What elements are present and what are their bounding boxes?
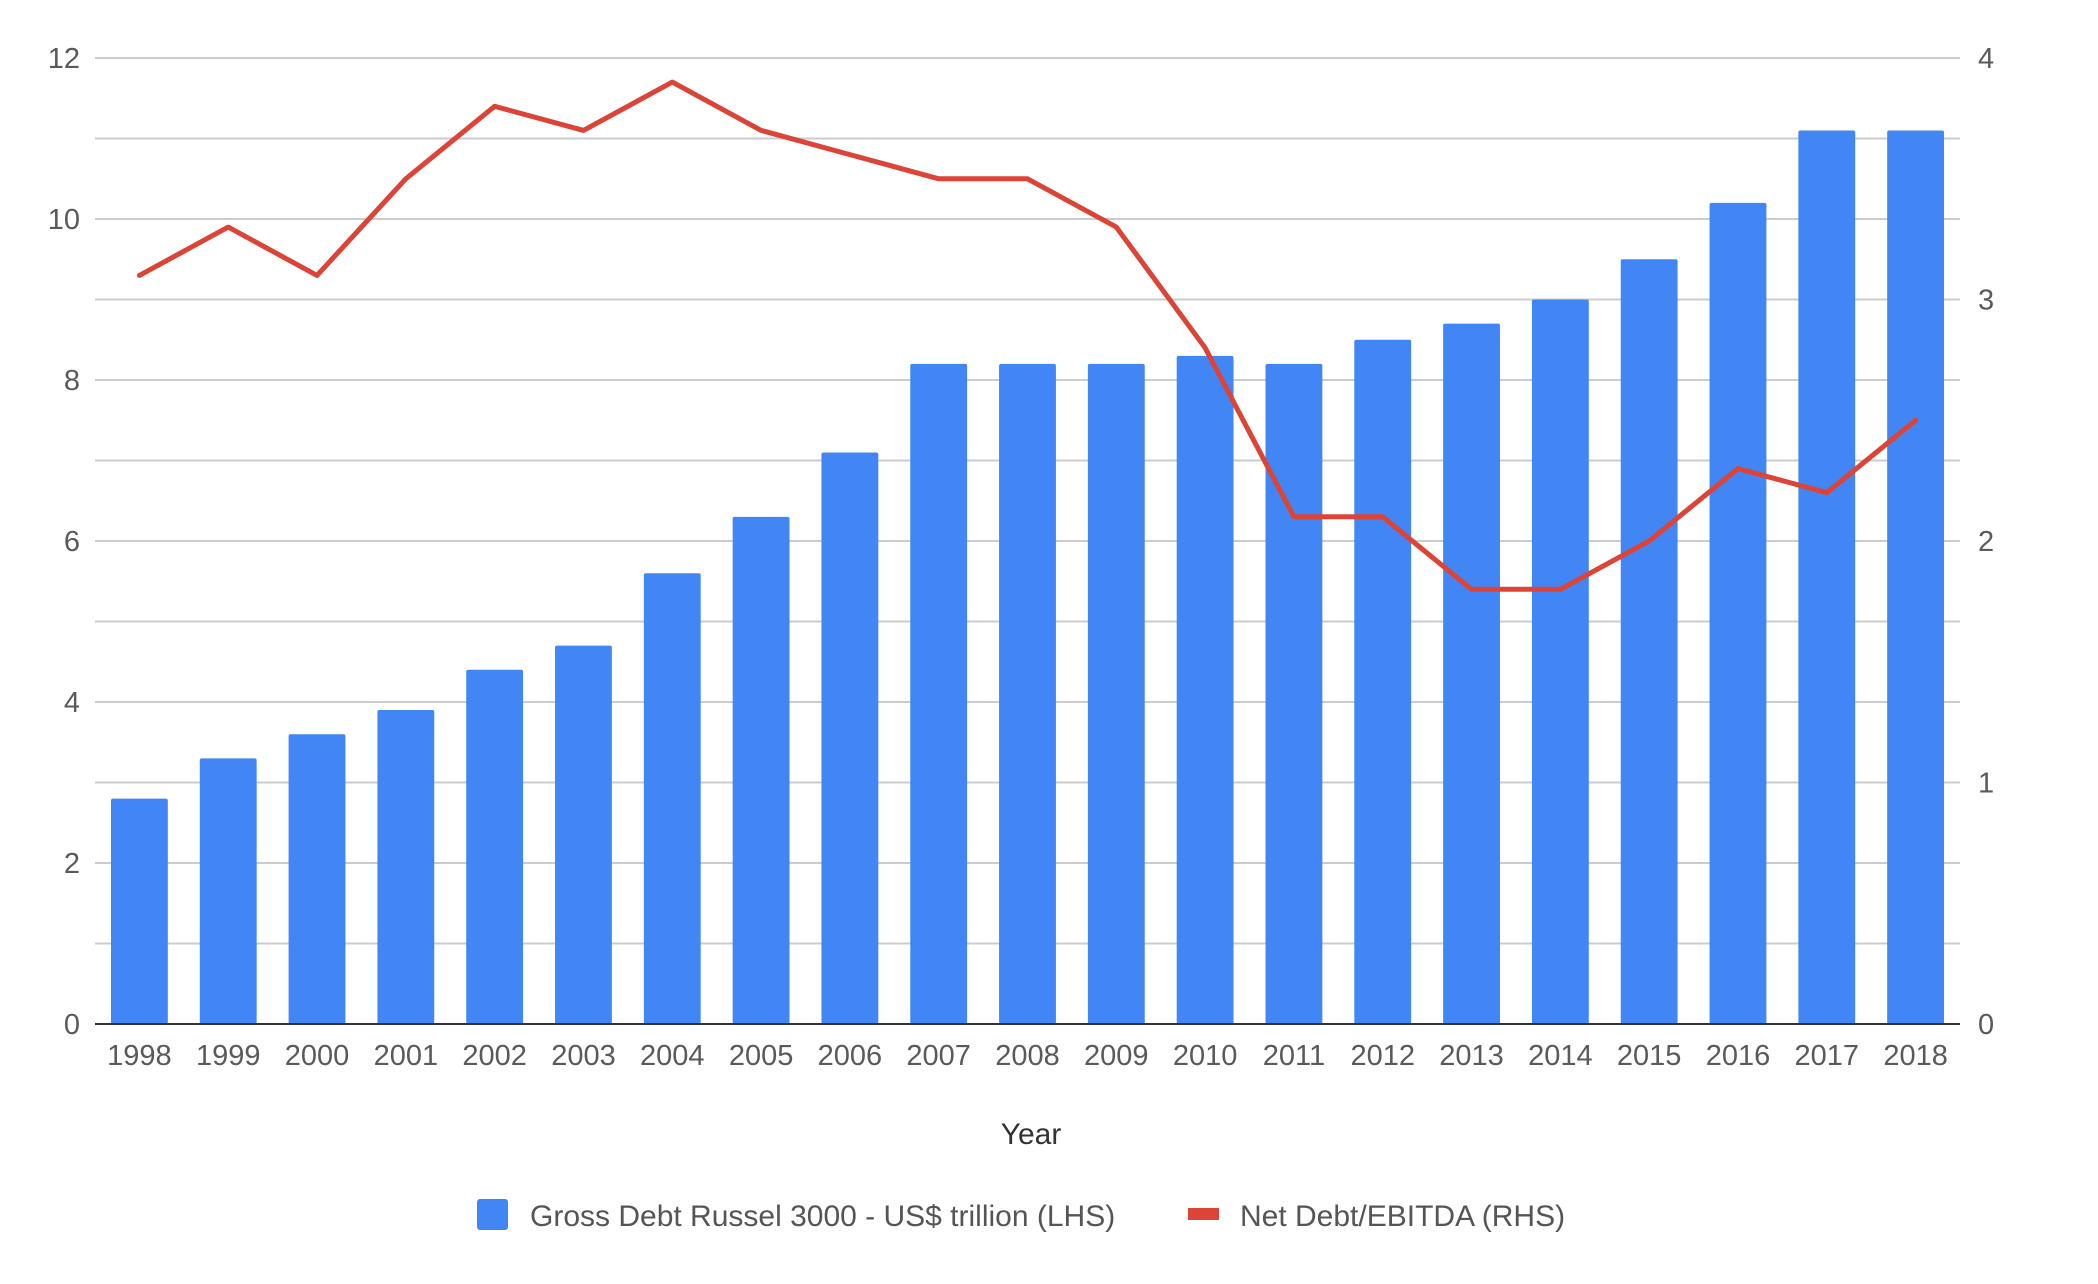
- bar: [732, 516, 790, 1024]
- x-tick-label: 2012: [1350, 1040, 1415, 1072]
- bar: [821, 452, 879, 1024]
- x-tick-label: 2007: [906, 1040, 971, 1072]
- legend-line-swatch: [1188, 1208, 1219, 1220]
- x-tick-label: 2008: [995, 1040, 1060, 1072]
- x-tick-label: 2004: [640, 1040, 705, 1072]
- x-tick-label: 1998: [107, 1040, 172, 1072]
- y-left-tick-label: 6: [64, 526, 80, 558]
- x-tick-label: 1999: [196, 1040, 261, 1072]
- y-right-tick-label: 0: [1978, 1009, 1994, 1041]
- bar: [377, 710, 435, 1024]
- y-left-tick-label: 4: [64, 687, 80, 719]
- line-series: [136, 79, 1919, 592]
- x-tick-label: 2015: [1617, 1040, 1682, 1072]
- y-right-tick-label: 4: [1978, 43, 1994, 75]
- legend-bar-label: Gross Debt Russel 3000 - US$ trillion (L…: [530, 1200, 1115, 1233]
- series-line: [136, 79, 1919, 592]
- bar: [1265, 363, 1323, 1024]
- x-tick-label: 2003: [551, 1040, 616, 1072]
- x-tick-label: 2002: [462, 1040, 527, 1072]
- y-right-tick-label: 1: [1978, 768, 1994, 800]
- bar: [1709, 202, 1767, 1024]
- bar: [555, 645, 612, 1024]
- bar: [1798, 130, 1856, 1024]
- bar-series: [110, 130, 1945, 1025]
- x-tick-label: 2010: [1173, 1040, 1238, 1072]
- bar: [1620, 259, 1678, 1024]
- legend-line-label: Net Debt/EBITDA (RHS): [1240, 1200, 1565, 1233]
- x-tick-label: 2006: [818, 1040, 883, 1072]
- x-tick-label: 2014: [1528, 1040, 1593, 1072]
- bar: [110, 798, 168, 1024]
- bar: [199, 758, 257, 1024]
- x-tick-label: 2001: [374, 1040, 439, 1072]
- bar: [1443, 323, 1500, 1024]
- bar: [1354, 339, 1412, 1024]
- y-left-tick-label: 2: [64, 848, 80, 880]
- y-left-tick-label: 10: [48, 204, 80, 236]
- bar: [1176, 355, 1234, 1025]
- y-right-tick-label: 2: [1978, 526, 1994, 558]
- y-left-tick-label: 8: [64, 365, 80, 397]
- x-tick-label: 2013: [1439, 1040, 1504, 1072]
- y-left-tick-label: 0: [64, 1009, 80, 1041]
- y-left-tick-label: 12: [48, 43, 80, 75]
- bar: [288, 734, 346, 1024]
- bar: [910, 363, 968, 1024]
- x-tick-label: 2018: [1883, 1040, 1948, 1072]
- bar: [1531, 299, 1589, 1024]
- bar: [999, 363, 1056, 1024]
- bar: [466, 669, 524, 1024]
- bar: [1087, 363, 1145, 1024]
- y-right-tick-label: 3: [1978, 285, 1994, 317]
- x-tick-label: 2009: [1084, 1040, 1149, 1072]
- x-tick-label: 2000: [285, 1040, 350, 1072]
- legend: Gross Debt Russel 3000 - US$ trillion (L…: [477, 1199, 1565, 1233]
- x-tick-label: 2017: [1795, 1040, 1860, 1072]
- bar: [1887, 130, 1945, 1024]
- x-tick-label: 2005: [729, 1040, 794, 1072]
- legend-bar-swatch: [477, 1199, 508, 1230]
- x-tick-label: 2016: [1706, 1040, 1771, 1072]
- x-tick-label: 2011: [1263, 1040, 1325, 1072]
- x-axis-title: Year: [1001, 1118, 1062, 1151]
- bar: [643, 573, 701, 1024]
